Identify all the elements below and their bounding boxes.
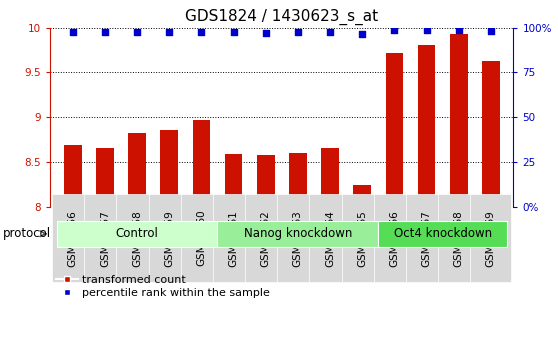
FancyBboxPatch shape (218, 221, 378, 247)
Point (261, 30, 270, 36)
Bar (160, 130, 178, 207)
Text: GSM94861: GSM94861 (229, 210, 239, 267)
Point (100, 29, 109, 35)
Text: GSM94859: GSM94859 (164, 210, 174, 267)
Bar (386, 53, 403, 207)
Point (294, 29, 302, 35)
Bar (193, 120, 210, 207)
Text: GSM94865: GSM94865 (357, 210, 367, 267)
Point (390, 27, 399, 33)
Text: Nanog knockdown: Nanog knockdown (244, 227, 352, 240)
Point (454, 27, 463, 33)
Text: GSM94856: GSM94856 (68, 210, 78, 267)
Point (68, 29, 77, 35)
Bar (321, 148, 339, 207)
Text: protocol: protocol (3, 227, 51, 240)
Point (229, 29, 238, 35)
FancyBboxPatch shape (378, 221, 507, 247)
Bar (482, 61, 500, 207)
Text: GSM94862: GSM94862 (261, 210, 271, 267)
Point (133, 29, 142, 35)
Bar (128, 132, 146, 207)
Text: GSM94860: GSM94860 (196, 210, 206, 266)
Text: Oct4 knockdown: Oct4 knockdown (393, 227, 492, 240)
Point (325, 29, 334, 35)
Bar (353, 186, 371, 207)
Point (165, 29, 174, 35)
Point (358, 31, 367, 37)
Legend: transformed count, percentile rank within the sample: transformed count, percentile rank withi… (56, 275, 270, 298)
Text: GSM94866: GSM94866 (389, 210, 400, 267)
Point (487, 28, 496, 34)
Bar (289, 153, 307, 207)
Bar (450, 34, 468, 207)
Point (197, 29, 206, 35)
Text: GSM94857: GSM94857 (100, 210, 110, 267)
Bar (64, 145, 81, 207)
Text: GSM94863: GSM94863 (293, 210, 303, 267)
Bar (225, 154, 242, 207)
Text: GSM94858: GSM94858 (132, 210, 142, 267)
Text: Control: Control (116, 227, 158, 240)
Bar (257, 155, 275, 207)
Text: GSM94868: GSM94868 (454, 210, 464, 267)
Text: GSM94864: GSM94864 (325, 210, 335, 267)
Point (422, 27, 431, 33)
Title: GDS1824 / 1430623_s_at: GDS1824 / 1430623_s_at (185, 9, 378, 25)
FancyBboxPatch shape (57, 221, 218, 247)
Bar (418, 45, 435, 207)
Bar (96, 148, 114, 207)
Text: GSM94867: GSM94867 (421, 210, 431, 267)
Text: GSM94869: GSM94869 (486, 210, 496, 267)
